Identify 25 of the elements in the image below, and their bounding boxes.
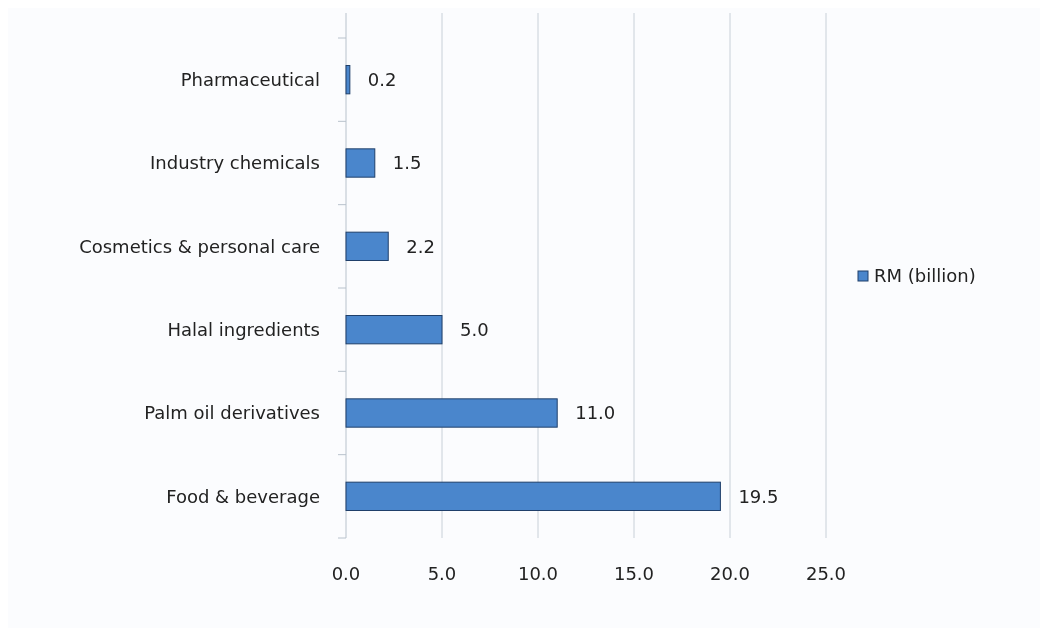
x-tick-label: 5.0 xyxy=(427,563,457,584)
y-tick-label: Pharmaceutical xyxy=(180,68,320,90)
y-tick-label: Cosmetics & personal care xyxy=(79,235,320,257)
x-tick-label: 10.0 xyxy=(517,563,559,584)
data-label: 1.5 xyxy=(392,152,422,174)
bar xyxy=(345,481,721,511)
x-tick-label: 25.0 xyxy=(805,563,847,584)
data-label: 5.0 xyxy=(460,318,489,340)
y-tick-label: Halal ingredients xyxy=(167,318,320,340)
bar xyxy=(345,315,443,345)
bar xyxy=(345,231,389,261)
data-label: 11.0 xyxy=(575,402,616,424)
data-label: 19.5 xyxy=(738,485,779,507)
y-tick-label: Palm oil derivatives xyxy=(144,402,320,424)
x-tick-label: 20.0 xyxy=(709,563,751,584)
data-label: 2.2 xyxy=(406,235,435,257)
x-tick-label: 0.0 xyxy=(331,563,361,584)
x-tick-label: 15.0 xyxy=(613,563,655,584)
bar xyxy=(345,398,558,428)
y-tick-label: Industry chemicals xyxy=(150,152,320,174)
legend-label: RM (billion) xyxy=(874,265,976,287)
y-tick-label: Food & beverage xyxy=(166,485,320,507)
bar xyxy=(345,65,351,95)
bar xyxy=(345,148,376,178)
data-label: 0.2 xyxy=(367,68,397,90)
